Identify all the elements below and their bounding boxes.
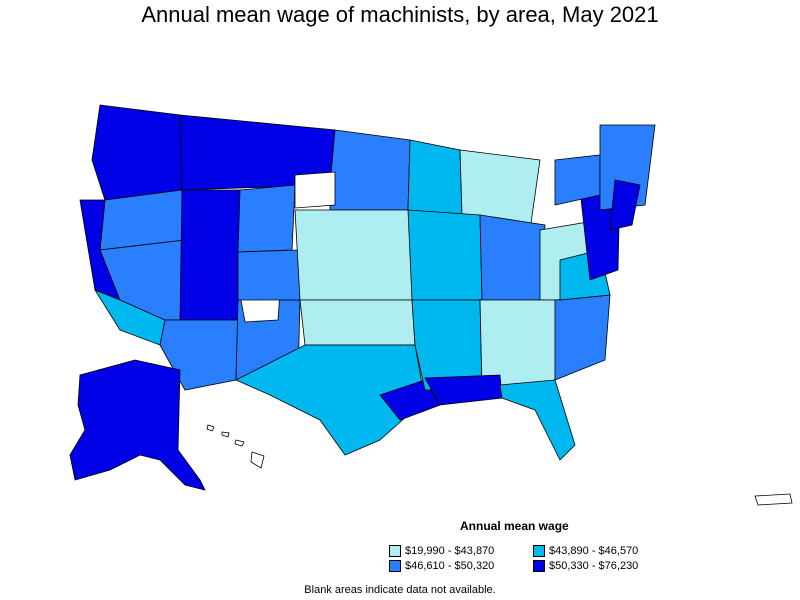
region-texas	[235, 344, 426, 456]
legend-label-3: $46,610 - $50,320	[405, 560, 495, 572]
region-iowa-mo	[407, 209, 483, 301]
legend-swatch-2	[533, 545, 545, 557]
contiguous-us	[79, 104, 656, 461]
puerto-rico-island	[754, 493, 793, 506]
region-oregon-interior	[99, 189, 186, 251]
hawaii-island-4	[250, 451, 265, 469]
footnote: Blank areas indicate data not available.	[304, 584, 496, 596]
region-colorado	[237, 249, 301, 301]
region-pacific-northwest	[91, 104, 183, 201]
legend-label-2: $43,890 - $46,570	[549, 545, 639, 557]
legend-title: Annual mean wage	[460, 519, 569, 533]
legend-item-1: $19,990 - $43,870	[389, 545, 494, 557]
legend-item-4: $50,330 - $76,230	[533, 560, 638, 572]
region-alaska	[69, 359, 206, 491]
map-title: Annual mean wage of machinists, by area,…	[141, 2, 659, 27]
region-illinois-in	[479, 214, 546, 301]
hawaii-island-1	[206, 424, 215, 432]
hawaii-island-3	[234, 439, 245, 447]
legend-swatch-3	[389, 560, 401, 572]
region-plains-central	[294, 209, 413, 301]
region-coastal-ne	[609, 179, 641, 231]
legend-item-3: $46,610 - $50,320	[389, 560, 494, 572]
region-georgia-carolinas	[554, 294, 611, 381]
legend-swatch-1	[389, 545, 401, 557]
region-no-data-nd	[294, 171, 336, 209]
hawaii	[206, 424, 265, 469]
legend-label-1: $19,990 - $43,870	[405, 545, 495, 557]
region-minnesota	[407, 139, 463, 216]
hawaii-island-2	[221, 431, 230, 438]
legend-swatch-4	[533, 560, 545, 572]
region-dakotas	[329, 129, 411, 211]
puerto-rico	[754, 493, 793, 506]
region-oklahoma	[299, 299, 416, 346]
legend-item-2: $43,890 - $46,570	[533, 545, 638, 557]
alaska	[69, 359, 206, 491]
legend-label-4: $50,330 - $76,230	[549, 560, 639, 572]
region-utah-idaho	[179, 189, 241, 321]
region-wyoming	[237, 184, 296, 253]
region-florida	[499, 379, 576, 461]
